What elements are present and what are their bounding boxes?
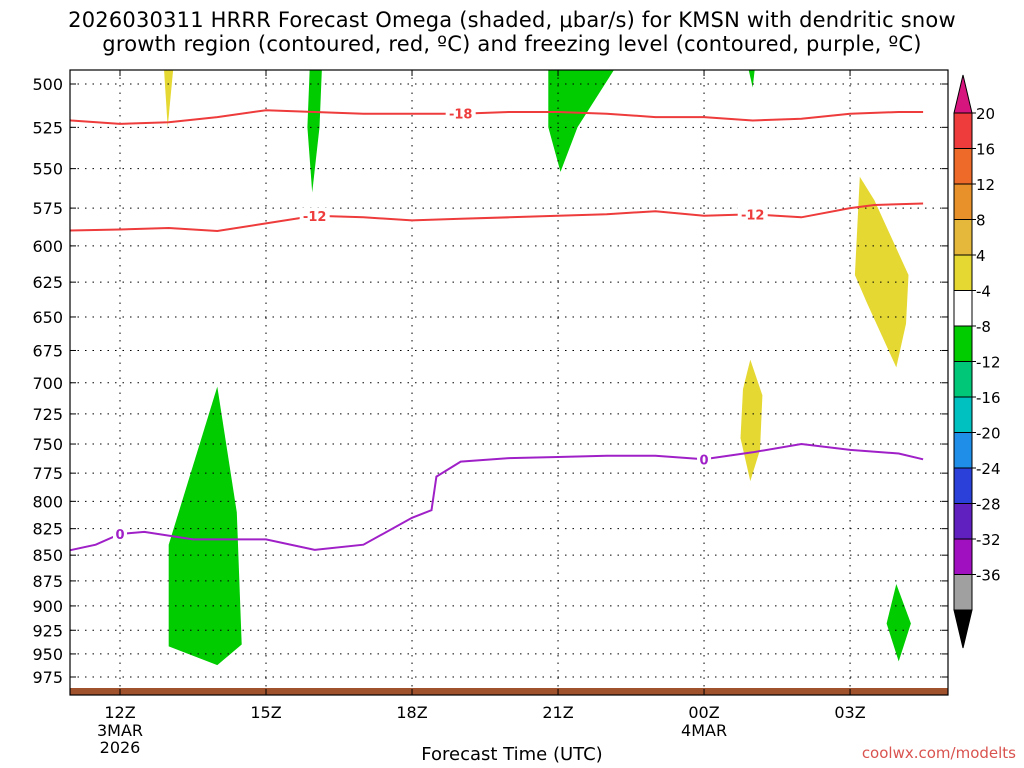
omega-region-7 <box>740 359 763 482</box>
omega-region-4 <box>886 584 911 662</box>
y-tick-label-575: 575 <box>32 199 63 218</box>
colorbar-label--36: -36 <box>976 567 1001 585</box>
x-tick-label-15Z: 15Z <box>250 703 281 722</box>
contour-label-bg-2-1 <box>697 451 712 467</box>
contour-label-1-1: -12 <box>741 208 765 223</box>
colorbar-swatch-6 <box>953 290 973 327</box>
y-axis: 500 525 550 575 600 625 650 675 700 725 750 775 800 8… <box>32 75 948 687</box>
y-tick-label-950: 950 <box>32 645 63 664</box>
y-tick-label-550: 550 <box>32 160 63 179</box>
colorbar-label-4: 4 <box>976 247 986 265</box>
colorbar-cap-bottom <box>953 609 973 649</box>
x-tick-sublabel-12Z-1: 2026 <box>100 738 141 757</box>
colorbar-label--8: -8 <box>976 318 991 336</box>
colorbar-swatch-5 <box>953 254 973 291</box>
colorbar-swatch-14 <box>953 574 973 611</box>
contour-label-0-0: -18 <box>449 108 473 123</box>
colorbar-label--20: -20 <box>976 425 1001 443</box>
y-tick-label-925: 925 <box>32 621 63 640</box>
colorbar-swatch-9 <box>953 396 973 433</box>
contour-line-2 <box>70 442 924 552</box>
y-tick-label-875: 875 <box>32 572 63 591</box>
contour-label-bg-1-0 <box>299 207 330 223</box>
y-tick-label-825: 825 <box>32 520 63 539</box>
y-tick-label-725: 725 <box>32 405 63 424</box>
contour-line-0 <box>70 109 924 125</box>
y-tick-label-750: 750 <box>32 435 63 454</box>
y-tick-label-800: 800 <box>32 492 63 511</box>
omega-shading-layer <box>164 70 911 666</box>
contour-label-2-1: 0 <box>700 453 709 468</box>
colorbar-swatch-1 <box>953 112 973 149</box>
omega-region-0 <box>168 386 242 666</box>
x-tick-label-03Z: 03Z <box>834 703 865 722</box>
x-tick-sublabel-00Z-0: 4MAR <box>681 721 727 740</box>
colorbar-label--32: -32 <box>976 531 1001 549</box>
colorbar-swatch-11 <box>953 467 973 504</box>
contour-label-bg-1-1 <box>737 206 768 222</box>
colorbar-swatch-13 <box>953 538 973 575</box>
chart-title-line-1: 2026030311 HRRR Forecast Omega (shaded, … <box>68 8 956 32</box>
chart-title-line-2: growth region (contoured, red, ºC) and f… <box>102 32 922 56</box>
contour-layer: -18 -12 -12 0 0 <box>70 105 924 552</box>
x-tick-label-18Z: 18Z <box>396 703 427 722</box>
omega-region-1 <box>307 70 322 193</box>
colorbar-label--12: -12 <box>976 354 1001 372</box>
y-tick-label-975: 975 <box>32 668 63 687</box>
colorbar-swatch-2 <box>953 148 973 185</box>
colorbar-swatch-3 <box>953 183 973 220</box>
colorbar-label-20: 20 <box>976 105 995 123</box>
colorbar-label-16: 16 <box>976 141 995 159</box>
y-tick-label-700: 700 <box>32 374 63 393</box>
contour-label-bg-2-0 <box>113 526 127 542</box>
colorbar-label--4: -4 <box>976 283 991 301</box>
omega-colorbar: 20 16 12 8 4 -4 -8 -12 -16 -20 -24 -28 -32 -36 <box>953 74 1001 649</box>
y-tick-label-625: 625 <box>32 273 63 292</box>
contour-label-2-0: 0 <box>115 528 124 543</box>
contour-label-bg-0-0 <box>445 105 476 121</box>
colorbar-label--28: -28 <box>976 496 1001 514</box>
contour-label-1-0: -12 <box>303 210 327 225</box>
colorbar-swatch-8 <box>953 361 973 398</box>
x-tick-label-12Z: 12Z <box>104 703 135 722</box>
x-tick-label-21Z: 21Z <box>542 703 573 722</box>
x-tick-label-00Z: 00Z <box>688 703 719 722</box>
contour-line-1 <box>70 202 924 233</box>
colorbar-swatch-12 <box>953 503 973 540</box>
y-tick-label-850: 850 <box>32 546 63 565</box>
x-tick-sublabel-12Z-0: 3MAR <box>97 721 143 740</box>
omega-region-2 <box>548 70 614 172</box>
y-tick-label-500: 500 <box>32 75 63 94</box>
omega-region-3 <box>748 70 755 88</box>
colorbar-swatch-4 <box>953 219 973 256</box>
colorbar-cap-top <box>953 74 973 114</box>
colorbar-label--24: -24 <box>976 460 1001 478</box>
y-tick-label-675: 675 <box>32 341 63 360</box>
omega-region-6 <box>854 176 909 368</box>
credit-link[interactable]: coolwx.com/modelts <box>861 744 1016 762</box>
colorbar-label--16: -16 <box>976 389 1001 407</box>
omega-region-5 <box>164 70 174 128</box>
y-tick-label-650: 650 <box>32 308 63 327</box>
y-tick-label-525: 525 <box>32 118 63 137</box>
colorbar-swatch-7 <box>953 325 973 362</box>
ground-surface <box>70 688 948 695</box>
y-tick-label-900: 900 <box>32 597 63 616</box>
y-tick-label-775: 775 <box>32 464 63 483</box>
colorbar-swatch-10 <box>953 432 973 469</box>
colorbar-label-12: 12 <box>976 176 995 194</box>
colorbar-label-8: 8 <box>976 212 986 230</box>
x-axis-label: Forecast Time (UTC) <box>421 744 603 765</box>
y-tick-label-600: 600 <box>32 237 63 256</box>
